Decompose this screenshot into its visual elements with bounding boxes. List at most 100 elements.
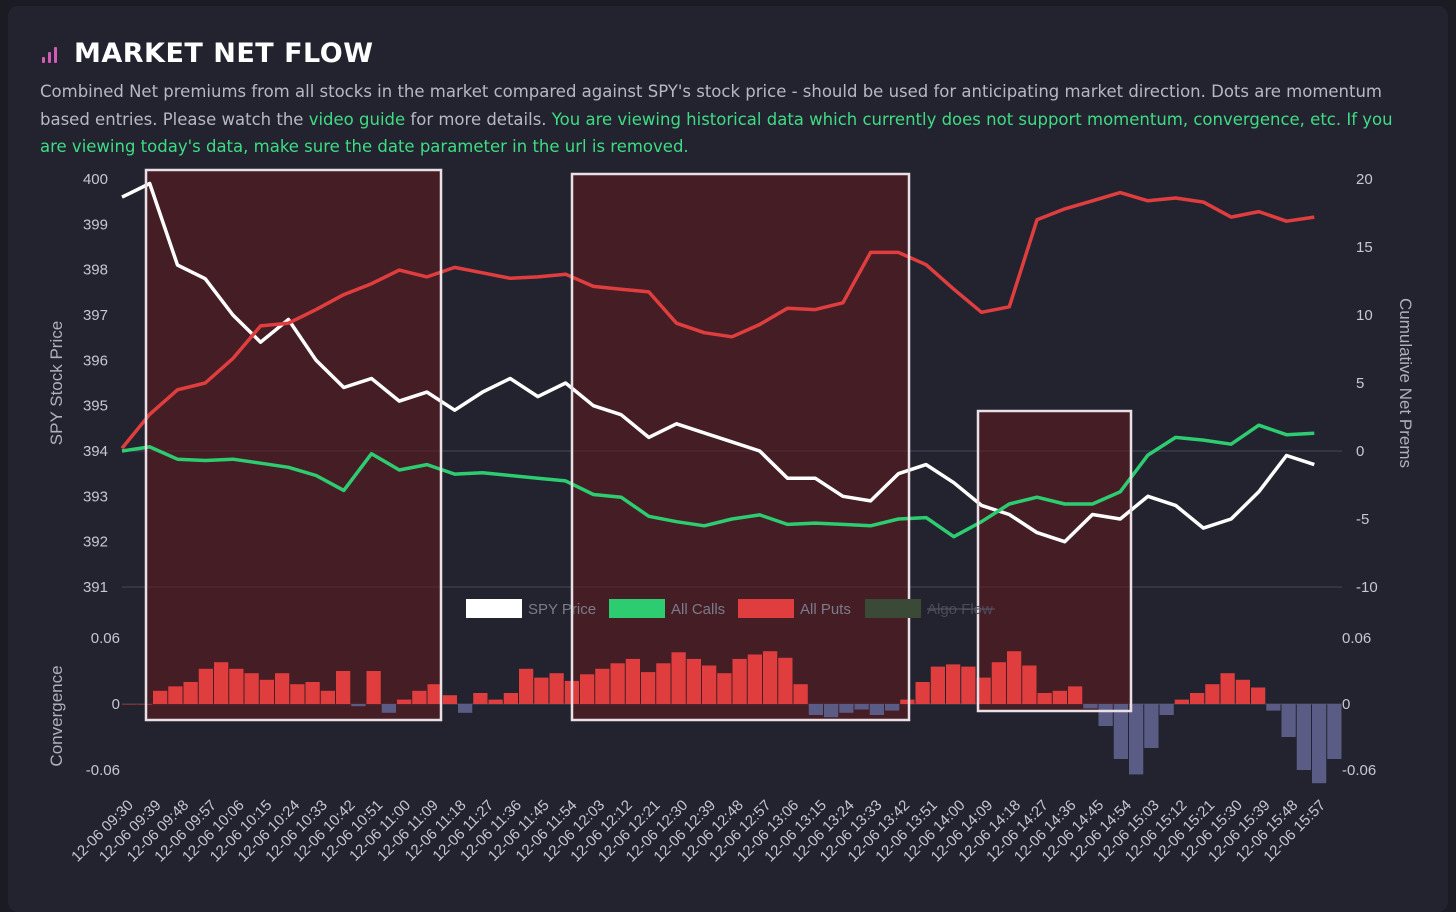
description-text: Combined Net premiums from all stocks in… xyxy=(40,82,1383,129)
highlight-fill-layer xyxy=(146,170,1131,720)
y-left-tick-label: 391 xyxy=(83,579,108,596)
convergence-bar xyxy=(778,657,793,704)
y-left-tick-label: 392 xyxy=(83,534,108,551)
convergence-bar xyxy=(458,704,473,713)
convergence-bar xyxy=(397,699,412,704)
convergence-bar xyxy=(1144,704,1159,748)
y-left-tick-label: 396 xyxy=(83,352,108,369)
convergence-bar xyxy=(122,704,137,705)
convergence-bar xyxy=(1113,704,1128,759)
convergence-bar xyxy=(198,668,213,704)
convergence-left-tick-label: 0.06 xyxy=(91,630,120,647)
convergence-bar xyxy=(747,654,762,704)
page-title: MARKET NET FLOW xyxy=(74,38,374,69)
convergence-bar xyxy=(183,682,198,704)
convergence-bar xyxy=(427,684,442,704)
convergence-bar xyxy=(534,677,549,704)
convergence-bar xyxy=(702,665,717,704)
convergence-bar xyxy=(839,704,854,713)
highlight-box xyxy=(976,409,1133,713)
convergence-bar xyxy=(717,673,732,704)
convergence-bar xyxy=(595,668,610,704)
y-left-tick-label: 394 xyxy=(83,443,108,460)
convergence-bar xyxy=(1296,704,1311,770)
convergence-bar xyxy=(305,682,320,704)
y-left-tick-label: 393 xyxy=(83,488,108,505)
convergence-bar xyxy=(1052,690,1067,704)
convergence-bar xyxy=(442,695,457,704)
y-right-tick-label: 5 xyxy=(1356,375,1364,392)
highlight-box xyxy=(570,172,911,722)
y-left-tick-label: 397 xyxy=(83,307,108,324)
y-left-tick-label: 398 xyxy=(83,262,108,279)
convergence-bar xyxy=(168,686,183,704)
convergence-bar xyxy=(1083,704,1098,709)
legend-swatch[interactable] xyxy=(738,599,794,618)
convergence-bar xyxy=(1205,684,1220,704)
convergence-bar xyxy=(503,693,518,704)
convergence-bar xyxy=(549,673,564,704)
convergence-bar xyxy=(412,690,427,704)
legend-label[interactable]: All Puts xyxy=(800,601,851,618)
y-right-tick-label: 20 xyxy=(1356,171,1373,188)
y-right-tick-label: -5 xyxy=(1356,511,1369,528)
convergence-bar xyxy=(1037,693,1052,704)
series-line-spy-price xyxy=(121,181,1315,544)
convergence-bar xyxy=(991,662,1006,704)
convergence-bar xyxy=(290,684,305,704)
convergence-bar xyxy=(519,668,534,704)
legend-label[interactable]: All Calls xyxy=(671,601,725,618)
convergence-bar xyxy=(885,704,900,711)
convergence-axis-title: Convergence xyxy=(47,665,66,766)
legend-swatch[interactable] xyxy=(466,599,522,618)
line-series-layer xyxy=(120,181,1315,544)
video-guide-link[interactable]: video guide xyxy=(308,109,406,129)
y-left-tick-label: 399 xyxy=(83,216,108,233)
highlight-box-fill xyxy=(978,411,1131,711)
y-axis-left-title: SPY Stock Price xyxy=(47,321,66,445)
y-right-tick-label: -10 xyxy=(1356,579,1378,596)
convergence-bar xyxy=(641,672,656,704)
legend-label[interactable]: SPY Price xyxy=(528,601,596,618)
convergence-bar xyxy=(366,671,381,704)
convergence-bar xyxy=(671,652,686,704)
description-text-2: for more details. xyxy=(405,109,552,129)
axis-layer: 400 399 398 397 396 395 394 393 392 391 20 15 10 5 0 -5… xyxy=(68,171,1378,865)
y-right-tick-label: 10 xyxy=(1356,307,1373,324)
y-right-tick-label: 15 xyxy=(1356,239,1373,256)
convergence-bar xyxy=(1190,693,1205,704)
convergence-bar xyxy=(869,704,884,715)
convergence-bar xyxy=(915,682,930,704)
convergence-bar xyxy=(1312,704,1327,784)
convergence-bar xyxy=(244,673,259,704)
series-line-all-calls xyxy=(121,423,1315,539)
y-axis-right-title: Cumulative Net Prems xyxy=(1396,298,1415,468)
bar-chart-icon xyxy=(40,43,62,65)
highlight-box xyxy=(144,168,443,722)
convergence-right-tick-label: 0.06 xyxy=(1342,630,1371,647)
convergence-bar xyxy=(1281,704,1296,737)
y-left-tick-label: 400 xyxy=(83,171,108,188)
convergence-bar xyxy=(961,666,976,704)
convergence-bar xyxy=(214,662,229,704)
convergence-bar xyxy=(1098,704,1113,726)
description: Combined Net premiums from all stocks in… xyxy=(40,78,1420,161)
y-right-tick-label: 0 xyxy=(1356,443,1364,460)
convergence-bar xyxy=(229,668,244,704)
convergence-bar xyxy=(854,704,869,710)
header: MARKET NET FLOW xyxy=(40,38,374,69)
convergence-bar xyxy=(275,673,290,704)
convergence-bar xyxy=(153,690,168,704)
highlight-border-layer xyxy=(144,168,1133,722)
convergence-bar xyxy=(1159,704,1174,715)
convergence-left-tick-label: -0.06 xyxy=(86,762,120,779)
convergence-bar xyxy=(259,679,274,704)
legend-swatch[interactable] xyxy=(865,599,921,618)
convergence-bar xyxy=(351,704,366,707)
y-left-tick-label: 395 xyxy=(83,398,108,415)
convergence-bar xyxy=(1327,704,1342,759)
legend-swatch[interactable] xyxy=(609,599,665,618)
convergence-bar xyxy=(1068,686,1083,704)
convergence-bar xyxy=(900,699,915,704)
convergence-bar xyxy=(1129,704,1144,775)
